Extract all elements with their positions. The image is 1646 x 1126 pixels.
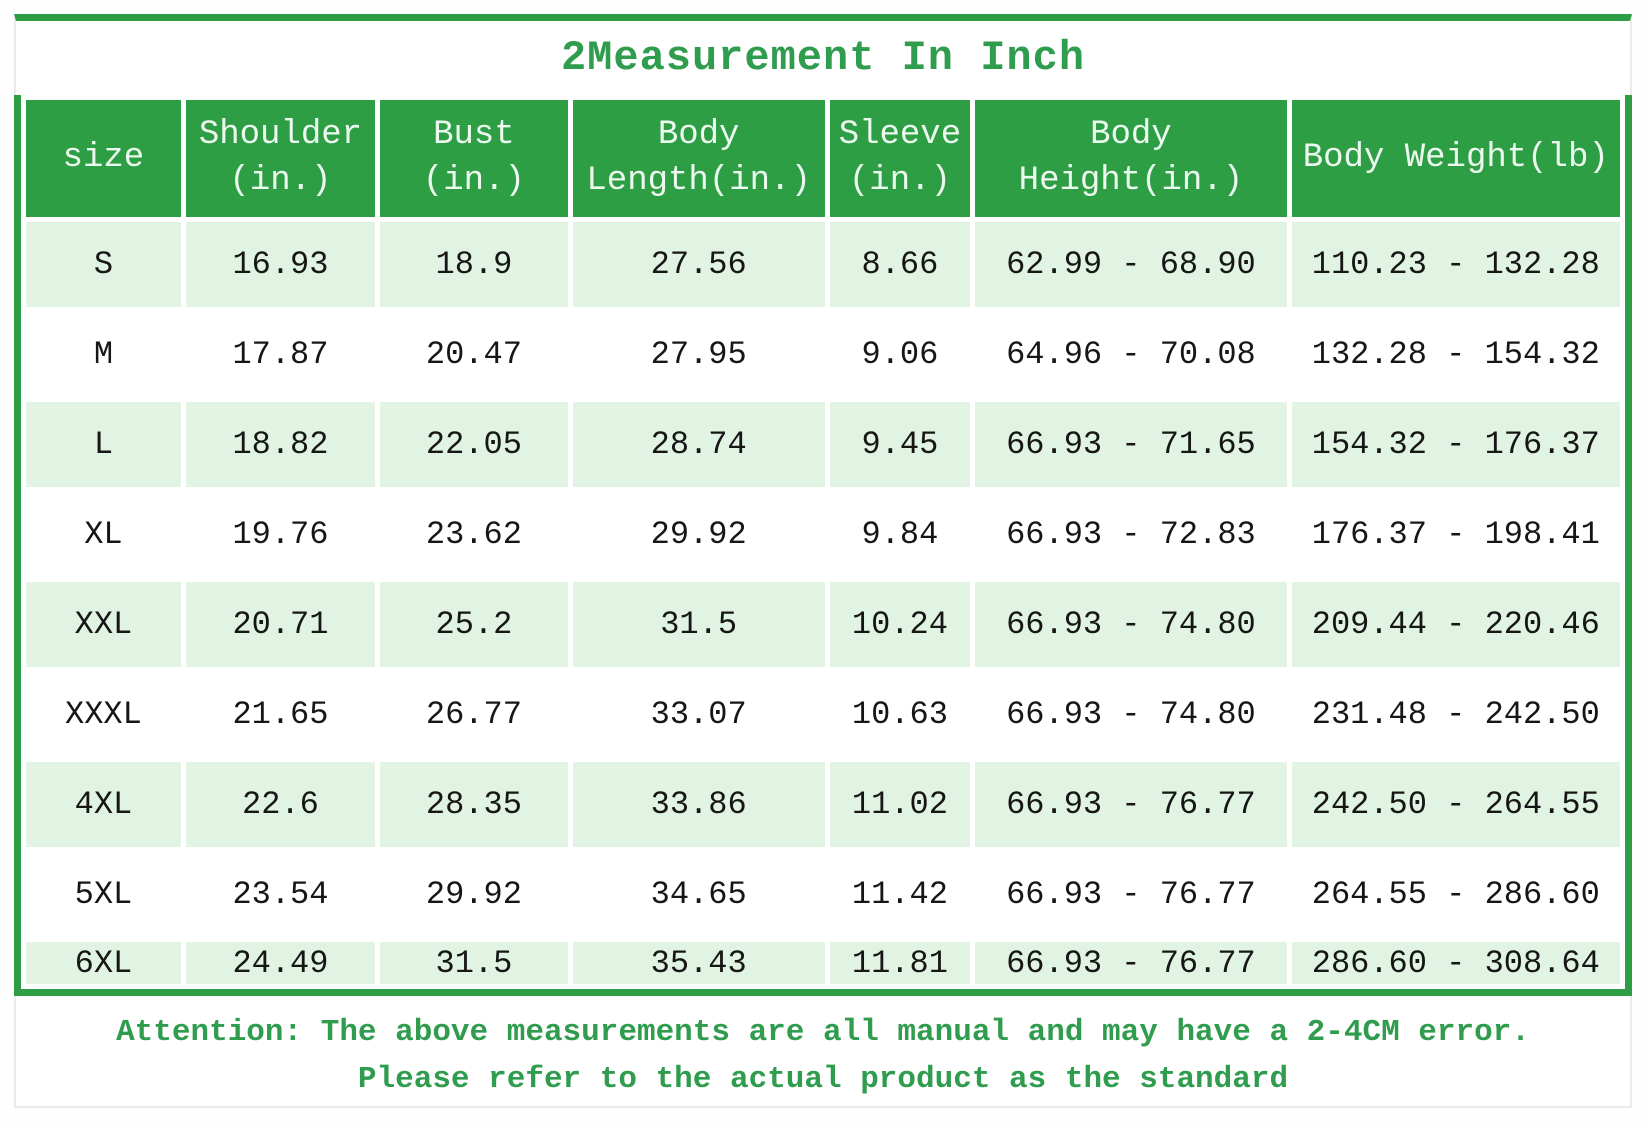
table-row: XXL 20.71 25.2 31.5 10.24 66.93 - 74.80 209.44… (26, 582, 1620, 667)
size-cell: M (26, 312, 181, 397)
size-chart-table: size Shoulder (in.) Bust (in.) Body Length(in.… (14, 95, 1632, 996)
value-cell: 29.92 (380, 852, 568, 937)
table-row: 4XL 22.6 28.35 33.86 11.02 66.93 - 76.77 242.5… (26, 762, 1620, 847)
value-cell: 34.65 (572, 852, 825, 937)
table-row: L 18.82 22.05 28.74 9.45 66.93 - 71.65 154.32 … (26, 402, 1620, 487)
table-body: S 16.93 18.9 27.56 8.66 62.99 - 68.90 110.23 -… (26, 222, 1620, 984)
header-row: size Shoulder (in.) Bust (in.) Body Length(in.… (26, 100, 1620, 217)
value-cell: 16.93 (185, 222, 376, 307)
column-header: Body Length(in.) (572, 100, 825, 217)
value-cell: 22.05 (380, 402, 568, 487)
value-cell: 10.63 (829, 672, 971, 757)
value-cell: 66.93 - 74.80 (975, 582, 1287, 667)
value-cell: 264.55 - 286.60 (1291, 852, 1620, 937)
value-cell: 209.44 - 220.46 (1291, 582, 1620, 667)
value-cell: 28.74 (572, 402, 825, 487)
table-row: M 17.87 20.47 27.95 9.06 64.96 - 70.08 132.28 … (26, 312, 1620, 397)
title-band: 2Measurement In Inch (16, 21, 1630, 95)
value-cell: 31.5 (380, 942, 568, 984)
value-cell: 17.87 (185, 312, 376, 397)
table-row: 6XL 24.49 31.5 35.43 11.81 66.93 - 76.77 286.6… (26, 942, 1620, 984)
value-cell: 110.23 - 132.28 (1291, 222, 1620, 307)
value-cell: 176.37 - 198.41 (1291, 492, 1620, 577)
column-header: Body Height(in.) (975, 100, 1287, 217)
value-cell: 66.93 - 71.65 (975, 402, 1287, 487)
table-row: S 16.93 18.9 27.56 8.66 62.99 - 68.90 110.23 -… (26, 222, 1620, 307)
value-cell: 66.93 - 76.77 (975, 852, 1287, 937)
value-cell: 26.77 (380, 672, 568, 757)
value-cell: 19.76 (185, 492, 376, 577)
value-cell: 23.62 (380, 492, 568, 577)
value-cell: 20.47 (380, 312, 568, 397)
value-cell: 66.93 - 76.77 (975, 942, 1287, 984)
size-cell: XXL (26, 582, 181, 667)
value-cell: 132.28 - 154.32 (1291, 312, 1620, 397)
value-cell: 23.54 (185, 852, 376, 937)
size-cell: L (26, 402, 181, 487)
value-cell: 66.93 - 74.80 (975, 672, 1287, 757)
value-cell: 9.84 (829, 492, 971, 577)
value-cell: 66.93 - 76.77 (975, 762, 1287, 847)
value-cell: 25.2 (380, 582, 568, 667)
value-cell: 27.56 (572, 222, 825, 307)
value-cell: 11.02 (829, 762, 971, 847)
value-cell: 27.95 (572, 312, 825, 397)
value-cell: 9.06 (829, 312, 971, 397)
chart-frame: 2Measurement In Inch size Shoulder (in.) Bu… (14, 14, 1632, 1108)
value-cell: 22.6 (185, 762, 376, 847)
table-row: XL 19.76 23.62 29.92 9.84 66.93 - 72.83 176.37… (26, 492, 1620, 577)
size-cell: 5XL (26, 852, 181, 937)
table-row: 5XL 23.54 29.92 34.65 11.42 66.93 - 76.77 264.… (26, 852, 1620, 937)
value-cell: 24.49 (185, 942, 376, 984)
value-cell: 35.43 (572, 942, 825, 984)
size-cell: XXXL (26, 672, 181, 757)
value-cell: 18.82 (185, 402, 376, 487)
attention-note: Attention: The above measurements are al… (16, 996, 1630, 1103)
value-cell: 21.65 (185, 672, 376, 757)
value-cell: 28.35 (380, 762, 568, 847)
size-cell: 4XL (26, 762, 181, 847)
column-header: Body Weight(lb) (1291, 100, 1620, 217)
size-cell: XL (26, 492, 181, 577)
value-cell: 9.45 (829, 402, 971, 487)
value-cell: 33.07 (572, 672, 825, 757)
value-cell: 11.81 (829, 942, 971, 984)
value-cell: 154.32 - 176.37 (1291, 402, 1620, 487)
size-cell: S (26, 222, 181, 307)
value-cell: 231.48 - 242.50 (1291, 672, 1620, 757)
value-cell: 11.42 (829, 852, 971, 937)
column-header: size (26, 100, 181, 217)
value-cell: 8.66 (829, 222, 971, 307)
column-header: Shoulder (in.) (185, 100, 376, 217)
value-cell: 62.99 - 68.90 (975, 222, 1287, 307)
attention-line-2: Please refer to the actual product as th… (357, 1061, 1289, 1097)
value-cell: 33.86 (572, 762, 825, 847)
attention-line-1: Attention: The above measurements are al… (116, 1015, 1530, 1050)
page-title: 2Measurement In Inch (560, 34, 1086, 82)
value-cell: 242.50 - 264.55 (1291, 762, 1620, 847)
column-header: Bust (in.) (380, 100, 568, 217)
value-cell: 286.60 - 308.64 (1291, 942, 1620, 984)
value-cell: 29.92 (572, 492, 825, 577)
size-cell: 6XL (26, 942, 181, 984)
value-cell: 66.93 - 72.83 (975, 492, 1287, 577)
table-row: XXXL 21.65 26.77 33.07 10.63 66.93 - 74.80 231… (26, 672, 1620, 757)
value-cell: 20.71 (185, 582, 376, 667)
value-cell: 31.5 (572, 582, 825, 667)
value-cell: 18.9 (380, 222, 568, 307)
table-header: size Shoulder (in.) Bust (in.) Body Length(in.… (26, 100, 1620, 217)
column-header: Sleeve (in.) (829, 100, 971, 217)
value-cell: 10.24 (829, 582, 971, 667)
value-cell: 64.96 - 70.08 (975, 312, 1287, 397)
